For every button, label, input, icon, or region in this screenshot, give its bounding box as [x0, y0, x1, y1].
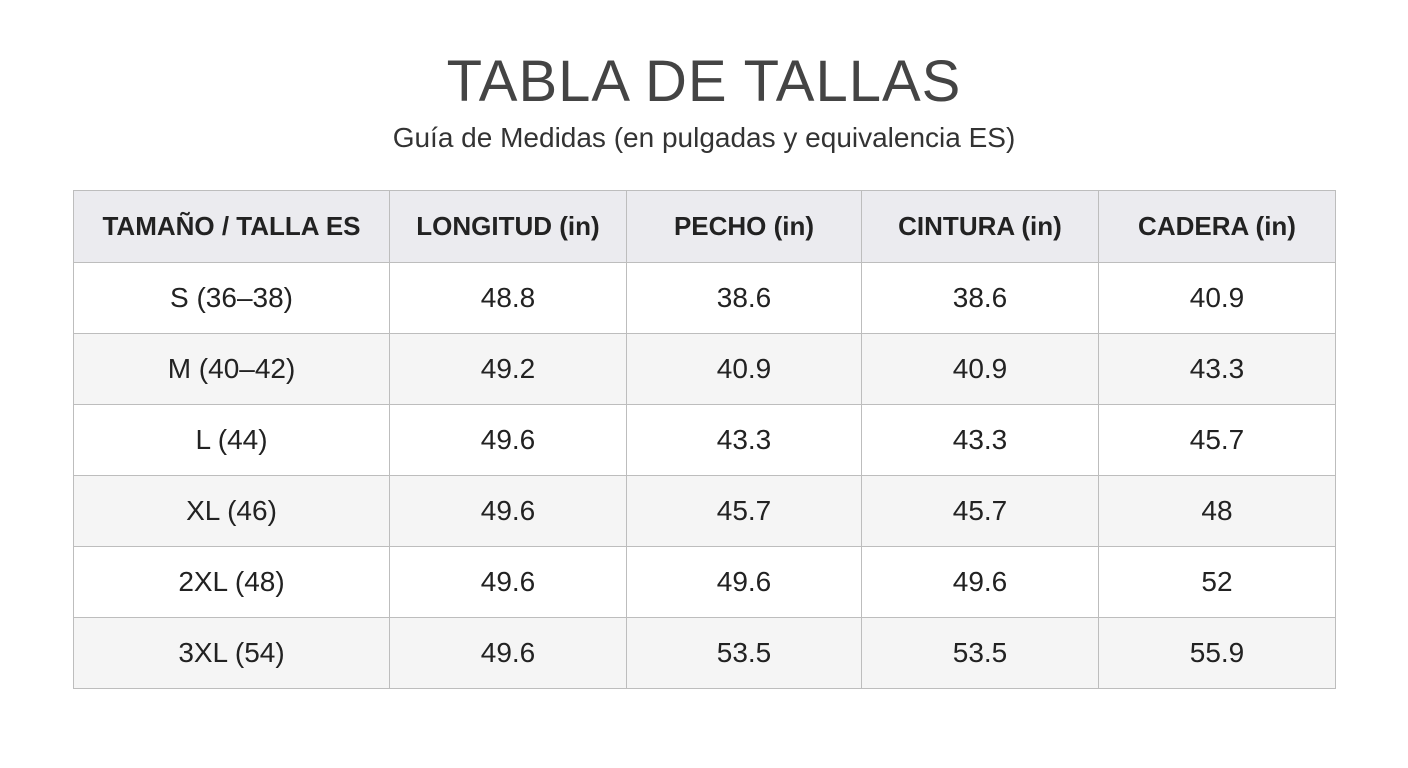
column-header: CADERA (in)	[1098, 190, 1336, 263]
table-row: 2XL (48) 49.6 49.6 49.6 52	[73, 546, 1336, 618]
table-row: S (36–38) 48.8 38.6 38.6 40.9	[73, 262, 1336, 334]
column-header: LONGITUD (in)	[389, 190, 627, 263]
measure-cell: 55.9	[1098, 617, 1336, 689]
size-cell: S (36–38)	[73, 262, 390, 334]
measure-cell: 40.9	[1098, 262, 1336, 334]
size-cell: 3XL (54)	[73, 617, 390, 689]
size-table: TAMAÑO / TALLA ES LONGITUD (in) PECHO (in)…	[73, 190, 1336, 689]
measure-cell: 40.9	[626, 333, 862, 405]
measure-cell: 53.5	[861, 617, 1099, 689]
header-row: TAMAÑO / TALLA ES LONGITUD (in) PECHO (in)…	[73, 190, 1336, 263]
measure-cell: 49.6	[626, 546, 862, 618]
table-row: L (44) 49.6 43.3 43.3 45.7	[73, 404, 1336, 476]
table-body: S (36–38) 48.8 38.6 38.6 40.9 M (40–42) 49.2 40…	[73, 262, 1336, 689]
measure-cell: 45.7	[861, 475, 1099, 547]
measure-cell: 49.6	[389, 404, 627, 476]
measure-cell: 48.8	[389, 262, 627, 334]
measure-cell: 40.9	[861, 333, 1099, 405]
measure-cell: 52	[1098, 546, 1336, 618]
measure-cell: 49.6	[389, 617, 627, 689]
measure-cell: 49.2	[389, 333, 627, 405]
table-row: 3XL (54) 49.6 53.5 53.5 55.9	[73, 617, 1336, 689]
measure-cell: 43.3	[1098, 333, 1336, 405]
measure-cell: 43.3	[626, 404, 862, 476]
measure-cell: 49.6	[389, 475, 627, 547]
measure-cell: 49.6	[861, 546, 1099, 618]
size-cell: M (40–42)	[73, 333, 390, 405]
measure-cell: 49.6	[389, 546, 627, 618]
column-header: TAMAÑO / TALLA ES	[73, 190, 390, 263]
measure-cell: 53.5	[626, 617, 862, 689]
title: TABLA DE TALLAS	[446, 49, 962, 114]
column-header: CINTURA (in)	[861, 190, 1099, 263]
measure-cell: 45.7	[1098, 404, 1336, 476]
size-cell: 2XL (48)	[73, 546, 390, 618]
measure-cell: 48	[1098, 475, 1336, 547]
size-cell: L (44)	[73, 404, 390, 476]
column-header: PECHO (in)	[626, 190, 862, 263]
table-row: XL (46) 49.6 45.7 45.7 48	[73, 475, 1336, 547]
measure-cell: 43.3	[861, 404, 1099, 476]
measure-cell: 38.6	[861, 262, 1099, 334]
subtitle: Guía de Medidas (en pulgadas y equivalen…	[392, 122, 1016, 153]
measure-cell: 45.7	[626, 475, 862, 547]
measure-cell: 38.6	[626, 262, 862, 334]
table-row: M (40–42) 49.2 40.9 40.9 43.3	[73, 333, 1336, 405]
size-cell: XL (46)	[73, 475, 390, 547]
